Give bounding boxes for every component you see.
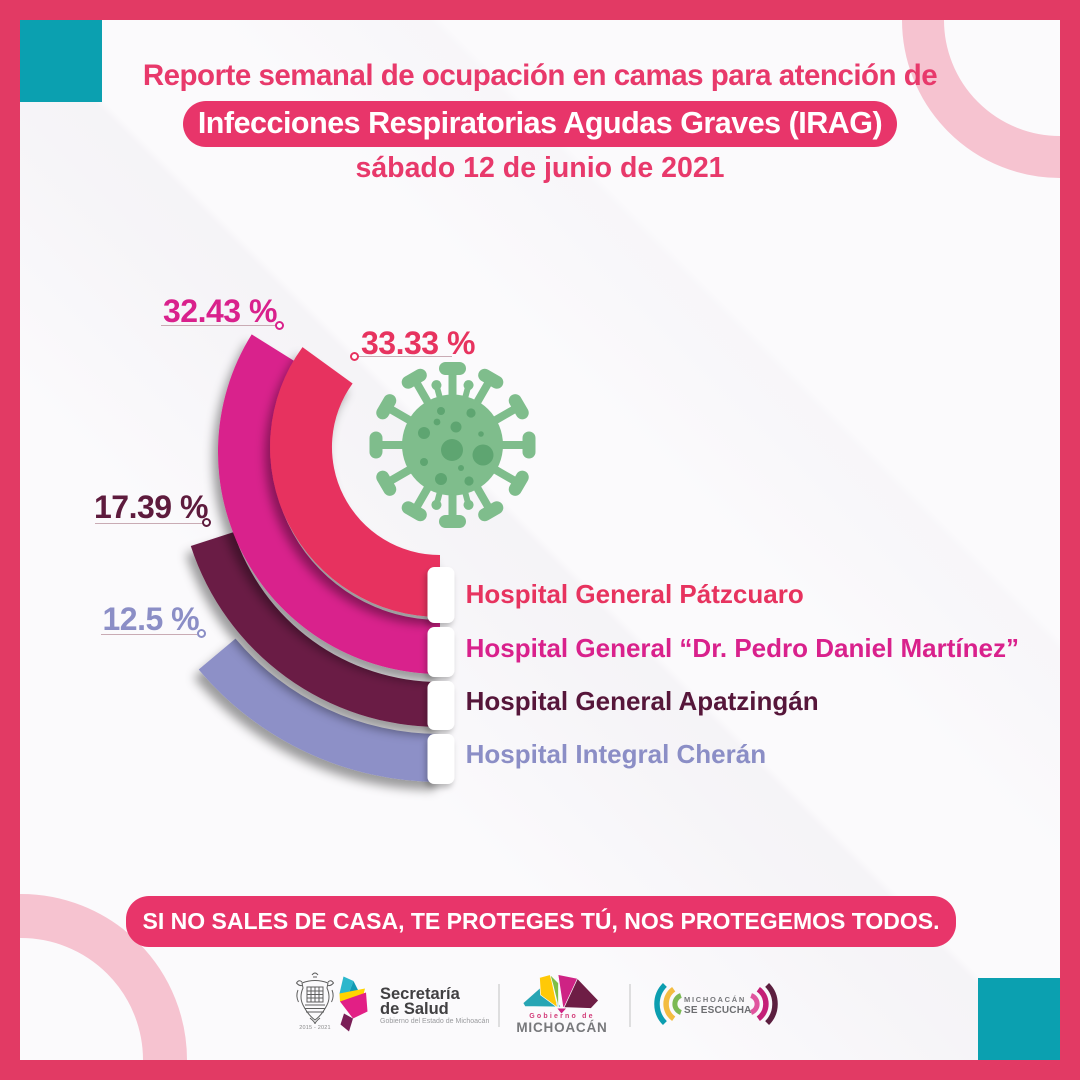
svg-text:Gobierno del Estado de Michoac: Gobierno del Estado de Michoacán [380, 1018, 489, 1025]
svg-text:SE ESCUCHA: SE ESCUCHA [684, 1005, 752, 1016]
svg-text:de Salud: de Salud [380, 1000, 449, 1018]
svg-text:2015 - 2021: 2015 - 2021 [299, 1025, 331, 1031]
svg-text:MICHOACÁN: MICHOACÁN [516, 1020, 607, 1035]
svg-text:Secretaría: Secretaría [380, 985, 461, 1003]
svg-text:Gobierno de: Gobierno de [529, 1013, 594, 1020]
svg-text:MICHOACÁN: MICHOACÁN [684, 995, 746, 1004]
